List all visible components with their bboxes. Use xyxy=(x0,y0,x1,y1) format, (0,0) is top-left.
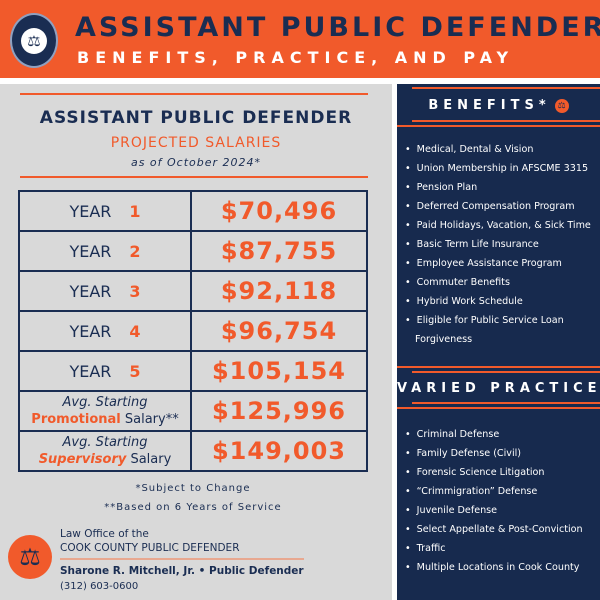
table-row: Avg. Starting Supervisory Salary $149,003 xyxy=(18,430,368,472)
label-prefix: Avg. Starting xyxy=(62,435,148,450)
list-item: Pension Plan xyxy=(405,178,591,197)
list-item: Union Membership in AFSCME 3315 xyxy=(405,159,591,178)
footnote: *Subject to Change xyxy=(135,483,251,494)
salary-subtitle: PROJECTED SALARIES xyxy=(110,135,282,151)
divider xyxy=(412,120,600,122)
as-of-date: as of October 2024* xyxy=(130,156,262,169)
benefits-heading: BENEFITS* ⚖ xyxy=(397,97,600,115)
heading-text: VARIED PRACTICE xyxy=(397,381,600,396)
table-row: Avg. Starting Promotional Salary** $125,99… xyxy=(18,390,368,432)
table-row: YEAR 4 $96,754 xyxy=(18,310,368,352)
practice-list: Criminal Defense Family Defense (Civil) … xyxy=(405,425,583,577)
salary-amount: $105,154 xyxy=(190,350,368,392)
office-line1: Law Office of the xyxy=(60,528,149,540)
year-label: YEAR xyxy=(69,281,112,301)
list-item: Criminal Defense xyxy=(405,425,583,444)
year-label: YEAR xyxy=(69,241,112,261)
promotional-label: Avg. Starting Promotional Salary** xyxy=(18,390,192,432)
year-label: YEAR xyxy=(69,321,112,341)
list-item: Deferred Compensation Program xyxy=(405,197,591,216)
phone-number: (312) 603-0600 xyxy=(60,581,139,592)
office-line2: COOK COUNTY PUBLIC DEFENDER xyxy=(60,542,240,554)
year-number: 3 xyxy=(129,281,141,301)
list-item: Traffic xyxy=(405,539,583,558)
list-item-continuation: Forgiveness xyxy=(415,334,473,345)
footnote: **Based on 6 Years of Service xyxy=(104,502,282,513)
scales-icon: ⚖ xyxy=(21,27,47,54)
year-number: 1 xyxy=(129,201,141,221)
divider xyxy=(20,93,368,95)
salary-amount: $125,996 xyxy=(190,390,368,432)
label-highlight: Promotional xyxy=(31,412,121,427)
table-row: YEAR 1 $70,496 xyxy=(18,190,368,232)
label-suffix: Salary xyxy=(126,452,172,467)
salary-section: YEAR 1 $70,496 YEAR 2 $87,755 YEAR 3 $92,118 Y… xyxy=(18,190,368,515)
heading-text: BENEFITS* xyxy=(428,98,551,113)
year-number: 4 xyxy=(129,321,141,341)
cook-county-seal-logo: ⚖ xyxy=(10,13,58,68)
list-item: Paid Holidays, Vacation, & Sick Time xyxy=(405,216,591,235)
table-row: YEAR 3 $92,118 xyxy=(18,270,368,312)
salary-amount: $70,496 xyxy=(190,190,368,232)
scales-logo-icon: ⚖ xyxy=(8,535,52,579)
page-title: ASSISTANT PUBLIC DEFENDER xyxy=(75,12,600,43)
divider xyxy=(60,558,304,560)
year-number: 5 xyxy=(129,361,141,381)
year-number: 2 xyxy=(129,241,141,261)
list-item: Juvenile Defense xyxy=(405,501,583,520)
scales-icon: ⚖ xyxy=(554,98,569,113)
divider xyxy=(412,402,600,404)
benefits-list: Medical, Dental & Vision Union Membershi… xyxy=(405,140,591,349)
list-item: Family Defense (Civil) xyxy=(405,444,583,463)
defender-name: Sharone R. Mitchell, Jr. • Public Defend… xyxy=(60,565,304,577)
salary-amount: $92,118 xyxy=(190,270,368,312)
practice-heading: VARIED PRACTICE⚖ xyxy=(397,380,600,398)
list-item: Forensic Science Litigation xyxy=(405,463,583,482)
benefits-panel: BENEFITS*⚖ Medical, Dental & Vision Unio… xyxy=(397,84,600,600)
page-subtitle: BENEFITS, PRACTICE, AND PAY xyxy=(77,48,515,67)
year-label: YEAR xyxy=(69,361,112,381)
list-item: Eligible for Public Service Loan xyxy=(405,311,591,330)
salary-title: ASSISTANT PUBLIC DEFENDER xyxy=(39,108,353,128)
list-item: Select Appellate & Post-Conviction xyxy=(405,520,583,539)
table-row: YEAR 2 $87,755 xyxy=(18,230,368,272)
table-row: YEAR 5 $105,154 xyxy=(18,350,368,392)
list-item: Commuter Benefits xyxy=(405,273,591,292)
label-highlight: Supervisory xyxy=(38,452,127,467)
salary-amount: $96,754 xyxy=(190,310,368,352)
list-item: Multiple Locations in Cook County xyxy=(405,558,583,577)
salary-amount: $149,003 xyxy=(190,430,368,472)
list-item: Medical, Dental & Vision xyxy=(405,140,591,159)
list-item: Basic Term Life Insurance xyxy=(405,235,591,254)
list-item: Hybrid Work Schedule xyxy=(405,292,591,311)
divider xyxy=(20,176,368,178)
list-item: “Crimmigration” Defense xyxy=(405,482,583,501)
divider xyxy=(397,125,600,127)
divider xyxy=(397,407,600,409)
divider xyxy=(412,87,600,89)
salary-table: YEAR 1 $70,496 YEAR 2 $87,755 YEAR 3 $92,118 Y… xyxy=(18,190,368,472)
list-item: Employee Assistance Program xyxy=(405,254,591,273)
header-banner: ⚖ ASSISTANT PUBLIC DEFENDER BENEFITS, PR… xyxy=(0,0,600,78)
divider xyxy=(412,371,600,373)
salary-amount: $87,755 xyxy=(190,230,368,272)
divider xyxy=(397,366,600,368)
label-suffix: Salary** xyxy=(120,412,179,427)
supervisory-label: Avg. Starting Supervisory Salary xyxy=(18,430,192,472)
label-prefix: Avg. Starting xyxy=(62,395,148,410)
year-label: YEAR xyxy=(69,201,112,221)
